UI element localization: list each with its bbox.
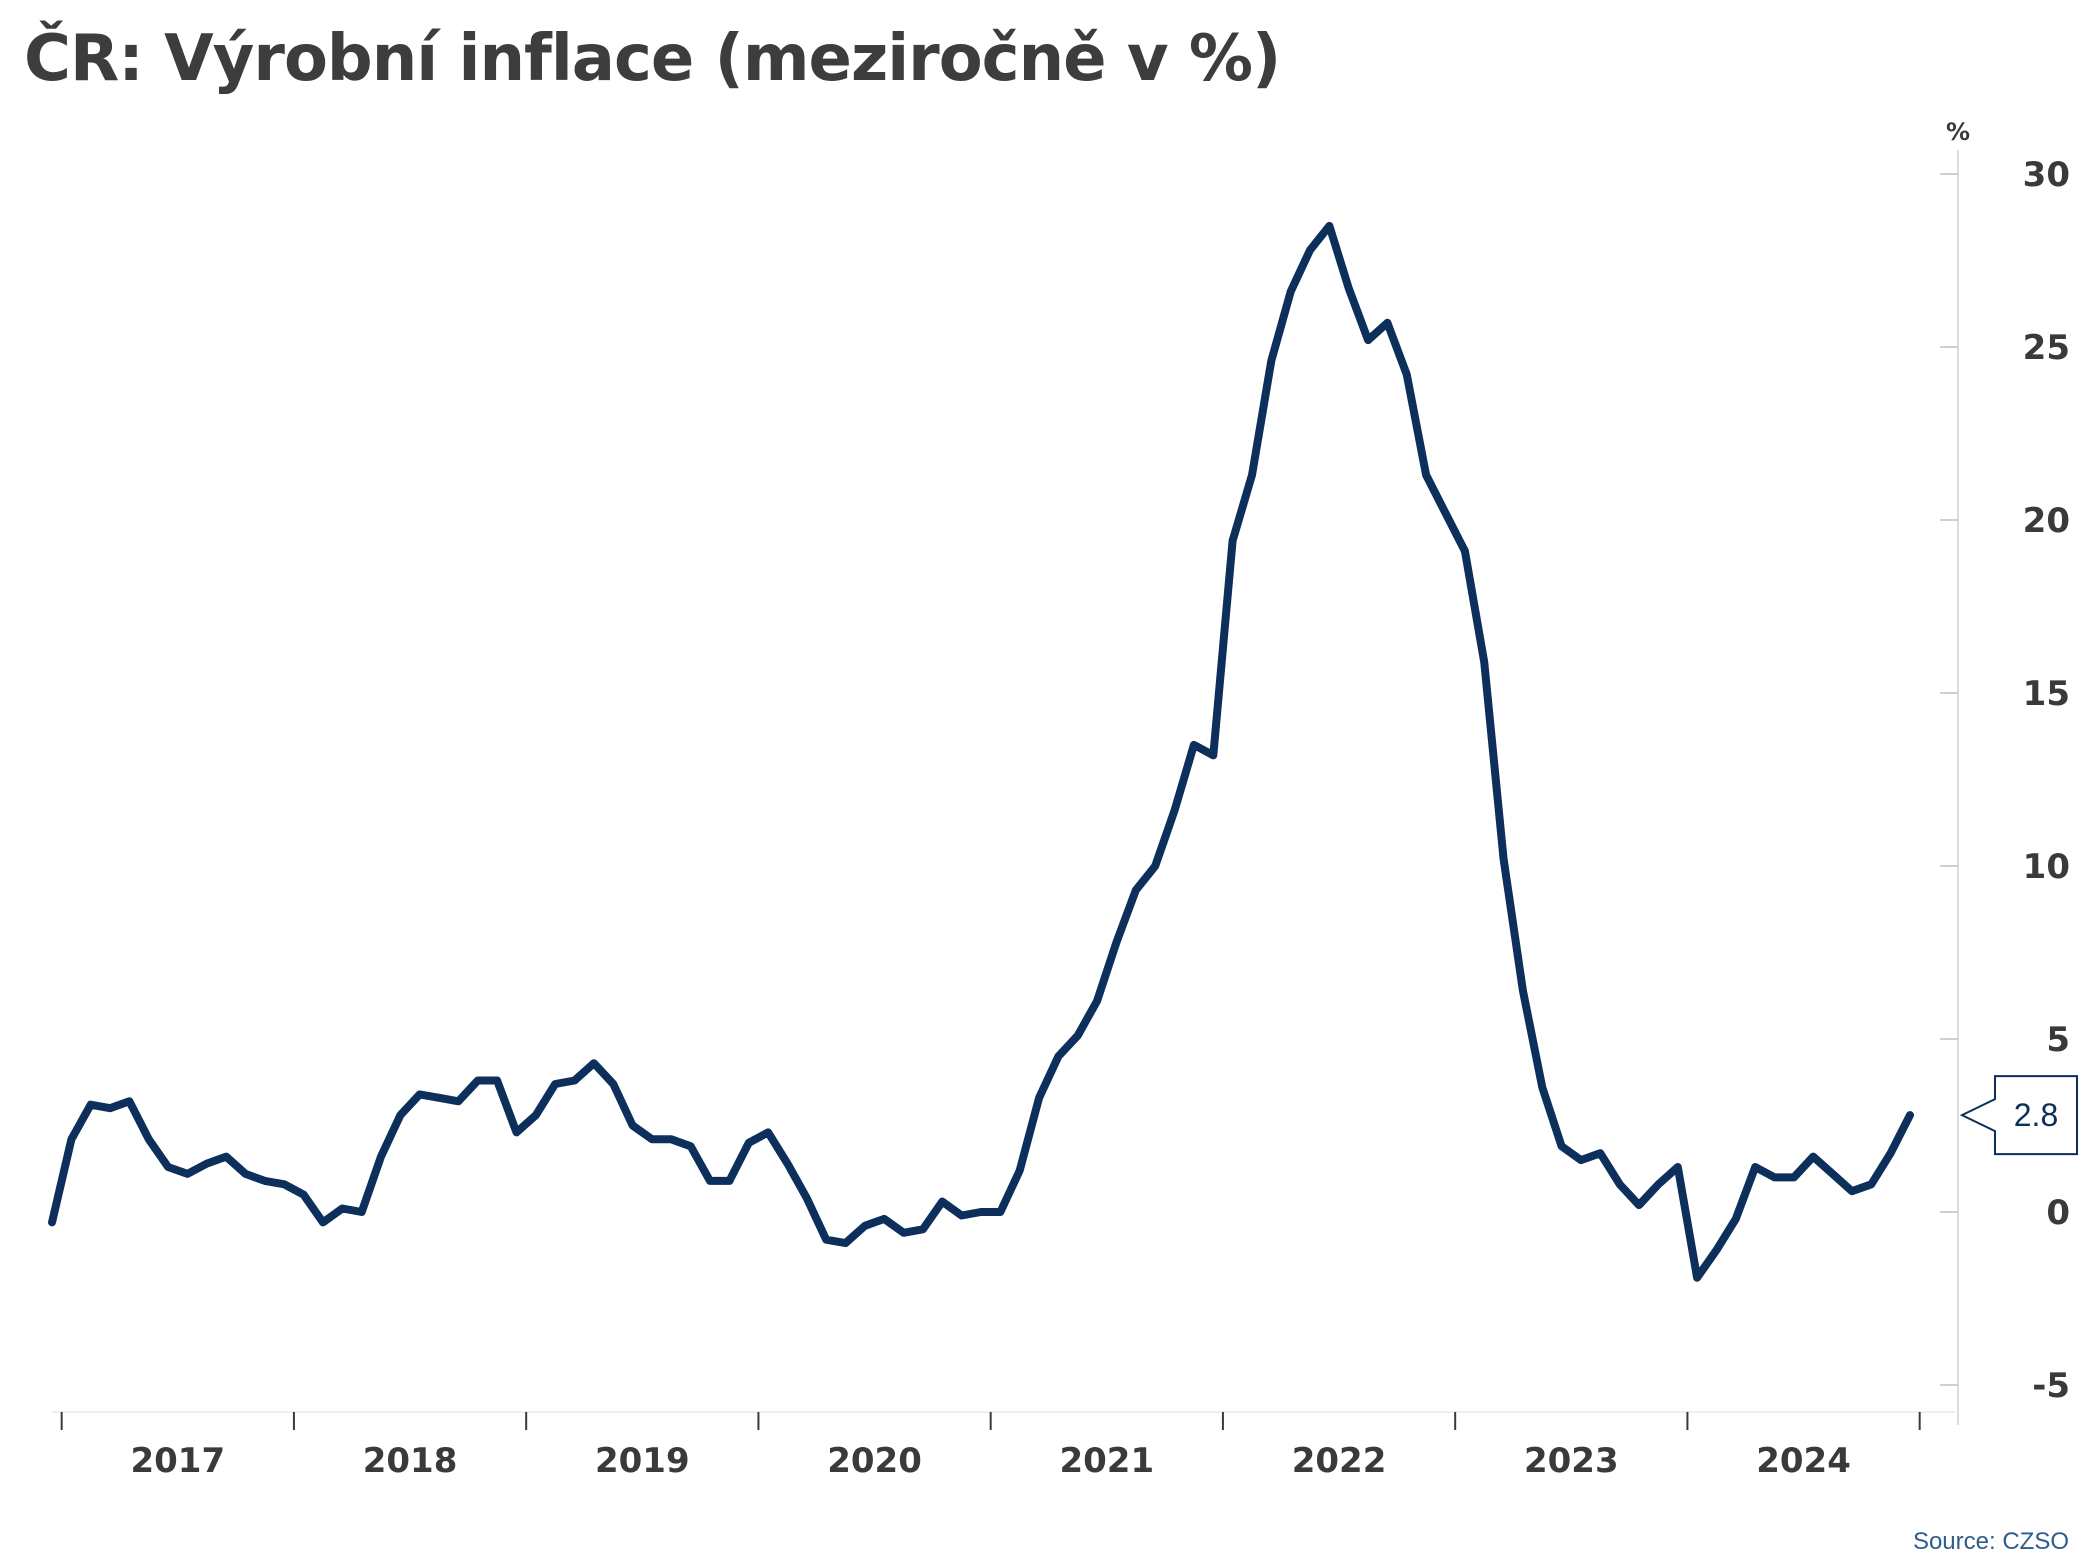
y-axis: 30 25 20 15 10 5 0 -5 (1940, 155, 2070, 1406)
source-note: Source: CZSO (1912, 1528, 2069, 1555)
x-tick-label: 2020 (827, 1441, 922, 1481)
y-tick-label: 10 (2023, 847, 2070, 887)
x-tick-label: 2023 (1524, 1441, 1619, 1481)
x-tick-label: 2024 (1756, 1441, 1851, 1481)
y-tick-label: 0 (2046, 1193, 2070, 1233)
y-tick-label: -5 (2032, 1366, 2070, 1406)
x-tick-label: 2019 (595, 1441, 690, 1481)
y-tick-label: 5 (2046, 1020, 2070, 1060)
x-tick-label: 2021 (1059, 1441, 1154, 1481)
y-axis-unit-label: % (1946, 118, 1970, 146)
chart-title: ČR: Výrobní inflace (meziročně v %) (24, 22, 1281, 96)
x-axis: 2017 2018 2019 2020 2021 2022 2023 2024 (60, 1412, 1921, 1481)
series-line (48, 221, 1914, 1282)
y-tick-label: 30 (2023, 155, 2070, 195)
x-tick-label: 2018 (363, 1441, 458, 1481)
y-tick-label: 15 (2023, 674, 2070, 714)
last-value-callout: 2.8 (1959, 1075, 2078, 1156)
y-tick-label: 20 (2023, 501, 2070, 541)
last-value-label: 2.8 (2014, 1097, 2058, 1133)
x-tick-label: 2017 (130, 1441, 225, 1481)
y-tick-label: 25 (2023, 328, 2070, 368)
x-tick-label: 2022 (1292, 1441, 1387, 1481)
last-value-callout-box (1959, 1075, 2078, 1156)
